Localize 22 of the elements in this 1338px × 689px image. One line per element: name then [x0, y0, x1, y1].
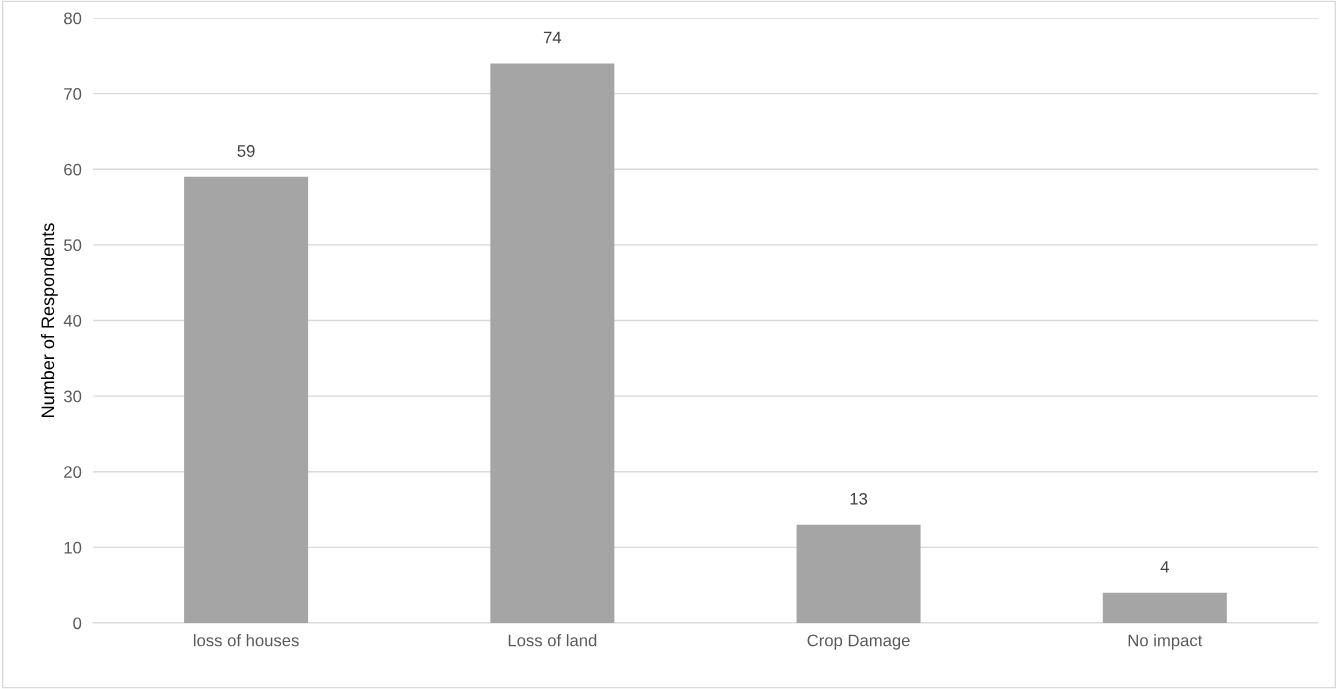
data-label: 74 — [543, 31, 562, 44]
y-tick-label: 60 — [64, 163, 82, 176]
data-label: 13 — [850, 492, 868, 505]
y-tick-label: 80 — [64, 12, 82, 25]
bar — [490, 63, 615, 623]
bar — [796, 524, 921, 623]
data-label: 59 — [237, 145, 255, 157]
x-tick-label: No impact — [1128, 634, 1203, 650]
data-label: 4 — [1160, 561, 1169, 573]
y-tick-label: 40 — [63, 314, 82, 327]
y-tick-label: 10 — [64, 541, 82, 554]
y-tick-label: 30 — [63, 390, 82, 403]
bar — [184, 176, 309, 623]
x-tick-label: loss of houses — [193, 634, 299, 647]
y-tick-label: 20 — [64, 466, 82, 478]
x-tick-label: Crop Damage — [807, 634, 910, 650]
y-axis-title: Number of Respondents — [40, 223, 58, 417]
x-tick-label: Loss of land — [508, 634, 597, 647]
y-tick-label: 70 — [64, 88, 82, 100]
y-tick-label: 50 — [64, 239, 82, 252]
bar — [1102, 592, 1227, 623]
y-tick-label: 0 — [73, 617, 82, 630]
